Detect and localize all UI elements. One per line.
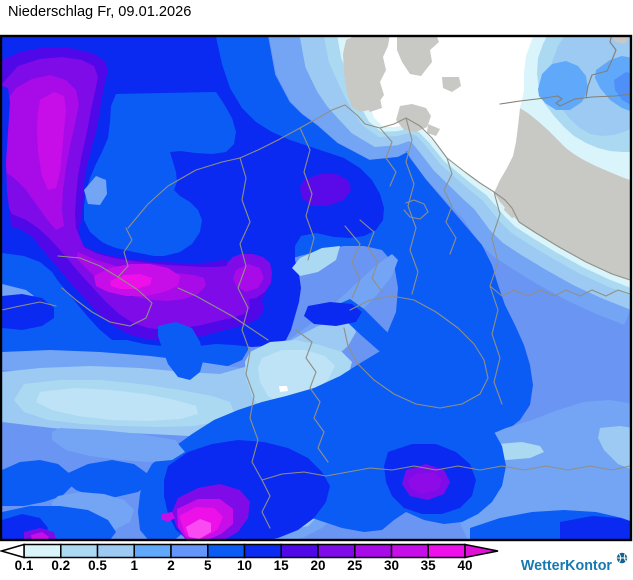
svg-text:40: 40 bbox=[457, 558, 472, 573]
svg-text:5: 5 bbox=[204, 558, 212, 573]
svg-text:10: 10 bbox=[237, 558, 252, 573]
svg-text:1: 1 bbox=[130, 558, 138, 573]
svg-text:0.5: 0.5 bbox=[88, 558, 107, 573]
svg-text:0.2: 0.2 bbox=[51, 558, 70, 573]
svg-text:35: 35 bbox=[421, 558, 437, 573]
svg-text:30: 30 bbox=[384, 558, 399, 573]
svg-text:25: 25 bbox=[347, 558, 363, 573]
svg-text:15: 15 bbox=[274, 558, 290, 573]
svg-text:20: 20 bbox=[310, 558, 325, 573]
svg-text:0.1: 0.1 bbox=[15, 558, 34, 573]
svg-text:WetterKontor: WetterKontor bbox=[521, 558, 613, 574]
svg-text:2: 2 bbox=[167, 558, 175, 573]
